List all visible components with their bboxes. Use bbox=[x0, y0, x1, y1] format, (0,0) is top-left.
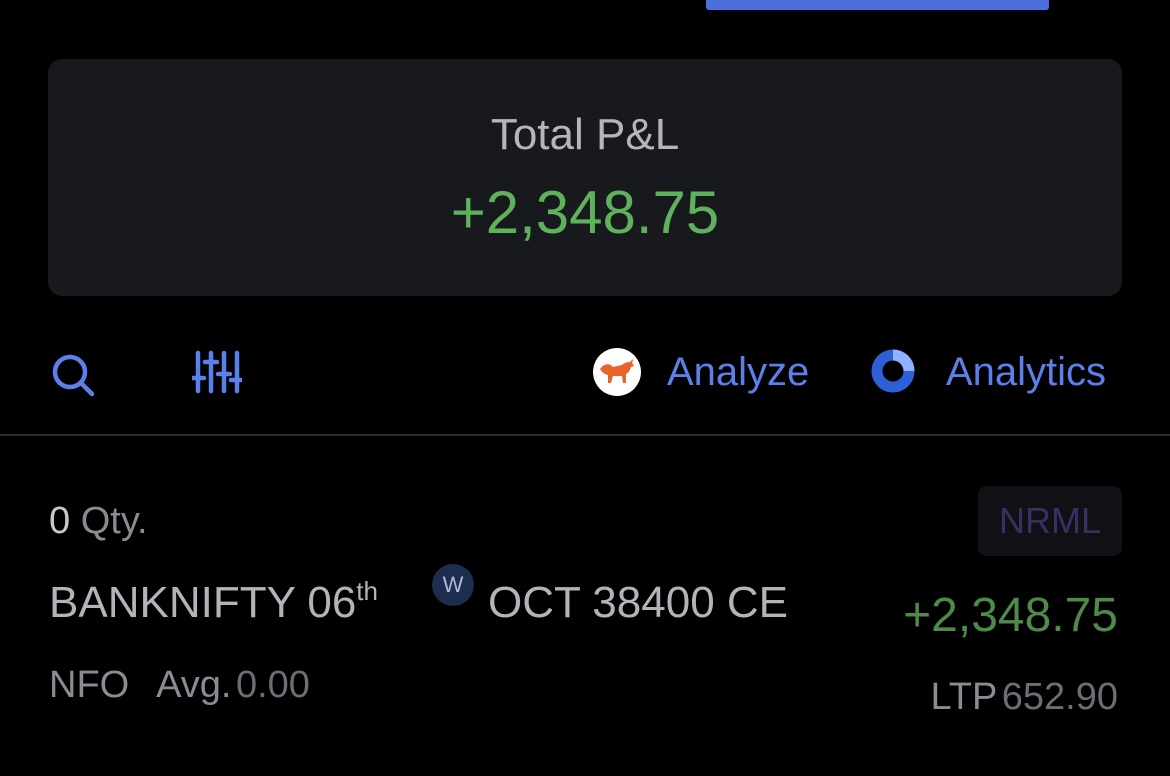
divider bbox=[0, 434, 1170, 436]
analyze-icon[interactable] bbox=[593, 348, 641, 396]
ltp-value: 652.90 bbox=[1001, 676, 1118, 718]
active-tab-indicator bbox=[706, 0, 1049, 10]
analyze-link[interactable]: Analyze bbox=[667, 350, 810, 394]
filter-sliders-icon[interactable] bbox=[192, 350, 242, 394]
symbol-name: BANKNIFTY 06 bbox=[49, 578, 357, 627]
analytics-ring-icon[interactable] bbox=[870, 348, 916, 394]
total-pnl-value: +2,348.75 bbox=[450, 179, 720, 246]
weekly-expiry-badge: W bbox=[432, 564, 474, 606]
product-type-badge: NRML bbox=[978, 486, 1122, 556]
ltp-info: LTP 652.90 bbox=[930, 676, 1118, 719]
bull-icon bbox=[600, 359, 634, 383]
total-pnl-card bbox=[48, 59, 1122, 296]
search-icon[interactable] bbox=[50, 352, 96, 398]
analytics-link[interactable]: Analytics bbox=[946, 350, 1107, 394]
exchange-label: NFO bbox=[49, 664, 130, 706]
position-symbol[interactable]: BANKNIFTY 06th bbox=[49, 576, 378, 628]
ltp-label: LTP bbox=[930, 676, 998, 718]
avg-value: 0.00 bbox=[235, 664, 310, 706]
position-meta: NFO Avg. 0.00 bbox=[49, 664, 310, 707]
qty-value: 0 bbox=[49, 500, 71, 542]
avg-label: Avg. bbox=[156, 664, 232, 706]
total-pnl-label: Total P&L bbox=[490, 110, 680, 159]
position-pnl: +2,348.75 bbox=[903, 589, 1118, 642]
expiry-day-suffix: th bbox=[356, 576, 378, 606]
position-qty[interactable]: 0 Qty. bbox=[49, 500, 148, 543]
contract-details: OCT 38400 CE bbox=[488, 578, 789, 627]
qty-unit: Qty. bbox=[80, 500, 148, 542]
